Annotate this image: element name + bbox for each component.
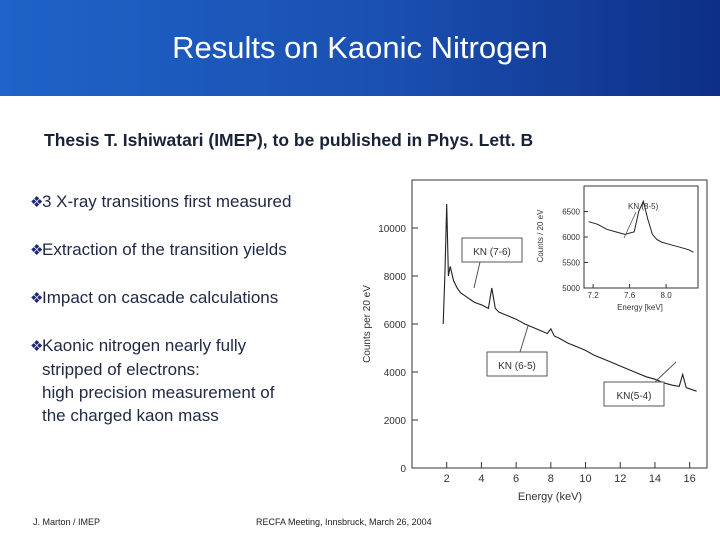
slide-title: Results on Kaonic Nitrogen [172, 30, 548, 65]
bullet-item: ❖Extraction of the transition yields [30, 238, 287, 262]
inset-y-tick-label: 5500 [562, 259, 580, 268]
inset-x-tick-label: 7.6 [624, 291, 636, 300]
main-plot-frame [411, 179, 708, 469]
annotation-kn76: KN (7-6) [473, 247, 511, 258]
inset-x-tick-label: 7.2 [588, 291, 600, 300]
diamond-bullet-icon: ❖ [30, 242, 44, 259]
annotation-box-kn65 [486, 351, 548, 377]
bullet-item: ❖Impact on cascade calculations [30, 286, 278, 310]
inset-x-tick-label: 8.0 [661, 291, 673, 300]
main-x-tick-label: 4 [478, 473, 484, 485]
main-y-tick-label: 6000 [384, 320, 407, 331]
main-y-tick-label: 0 [400, 464, 406, 475]
bullet-line: Kaonic nitrogen nearly fully [42, 336, 247, 355]
annotation-box-kn76 [461, 237, 523, 263]
main-ylabel: Counts per 20 eV [362, 285, 373, 363]
footer-event: RECFA Meeting, Innsbruck, March 26, 2004 [256, 517, 432, 527]
annotation-pointer-kn65 [519, 325, 529, 353]
annotation-kn85: KN (8-5) [628, 202, 659, 211]
main-x-tick-label: 2 [444, 473, 450, 485]
diamond-bullet-icon: ❖ [30, 194, 44, 211]
main-x-tick-label: 6 [513, 473, 519, 485]
bullet-line: Extraction of the transition yields [42, 240, 287, 259]
inset-spectrum-line [588, 199, 694, 253]
bullet-line: 3 X-ray transitions first measured [42, 192, 292, 211]
main-x-tick-label: 8 [548, 473, 554, 485]
annotation-pointer-kn76 [473, 261, 481, 289]
main-spectrum-line [442, 203, 697, 392]
bullet-line: Impact on cascade calculations [42, 288, 279, 307]
annotation-pointer-kn85 [623, 211, 637, 239]
inset-y-tick-label: 6500 [562, 208, 580, 217]
main-xlabel: Energy (keV) [518, 491, 582, 503]
bullet-line: the charged kaon mass [42, 406, 219, 425]
main-x-tick-label: 14 [649, 473, 661, 485]
diamond-bullet-icon: ❖ [30, 338, 44, 355]
annotation-kn65: KN (6-5) [498, 361, 536, 372]
annotation-kn54: KN(5-4) [616, 391, 651, 402]
inset-xlabel: Energy [keV] [617, 303, 663, 312]
inset-plot-frame [583, 185, 699, 289]
main-x-tick-label: 12 [614, 473, 626, 485]
main-y-tick-label: 2000 [384, 416, 407, 427]
main-y-tick-label: 10000 [378, 224, 406, 235]
bullet-line: stripped of electrons: [42, 360, 200, 379]
footer-author: J. Marton / IMEP [33, 517, 101, 527]
main-x-tick-label: 10 [579, 473, 591, 485]
slide-subtitle: Thesis T. Ishiwatari (IMEP), to be publi… [44, 130, 534, 150]
main-y-tick-label: 8000 [384, 272, 407, 283]
bullet-item: ❖3 X-ray transitions first measured [30, 190, 291, 214]
bullet-item: ❖Kaonic nitrogen nearly fully stripped of… [30, 334, 274, 427]
inset-y-tick-label: 6000 [562, 233, 580, 242]
main-x-tick-label: 16 [684, 473, 696, 485]
title-banner: Results on Kaonic Nitrogen [0, 0, 720, 96]
diamond-bullet-icon: ❖ [30, 290, 44, 307]
main-y-tick-label: 4000 [384, 368, 407, 379]
inset-ylabel: Counts / 20 eV [536, 209, 545, 263]
annotation-pointer-kn54 [654, 361, 677, 383]
inset-y-tick-label: 5000 [562, 284, 580, 293]
bullet-line: high precision measurement of [42, 383, 275, 402]
annotation-box-kn54 [603, 381, 665, 407]
